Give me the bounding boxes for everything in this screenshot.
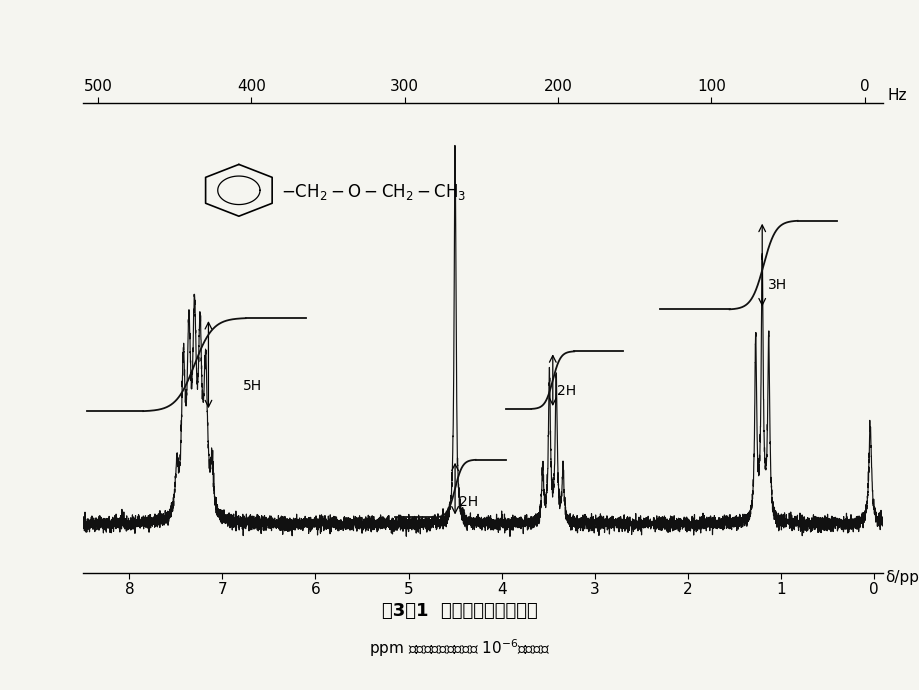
Text: Hz: Hz	[886, 88, 906, 104]
Text: 3H: 3H	[766, 277, 786, 292]
Text: δ/ppm: δ/ppm	[884, 571, 919, 586]
Text: 图3－1  乙基苄基醚的共振谱: 图3－1 乙基苄基醚的共振谱	[381, 602, 538, 620]
Text: 2H: 2H	[458, 495, 477, 509]
Text: 5H: 5H	[243, 380, 262, 393]
Text: ppm 表示百万分之一，即 10$^{-6}$，以下同: ppm 表示百万分之一，即 10$^{-6}$，以下同	[369, 638, 550, 660]
Text: 2H: 2H	[557, 384, 575, 398]
Text: $-\mathrm{CH_2}-\mathrm{O}-\mathrm{CH_2}-\mathrm{CH_3}$: $-\mathrm{CH_2}-\mathrm{O}-\mathrm{CH_2}…	[281, 181, 466, 201]
